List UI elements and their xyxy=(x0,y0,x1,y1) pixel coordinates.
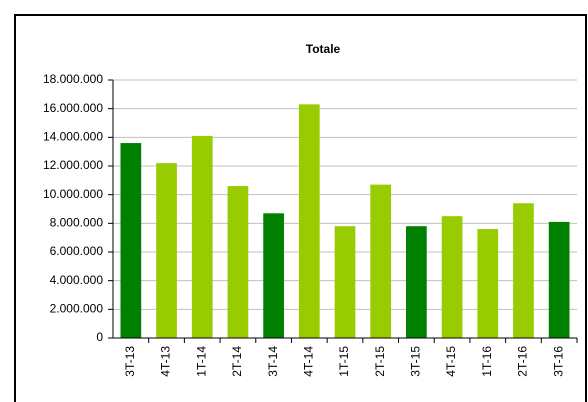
y-tick-label: 12.000.000 xyxy=(43,158,103,172)
bar xyxy=(156,163,177,338)
y-tick-label: 6.000.000 xyxy=(50,244,104,258)
x-tick-label: 1T-14 xyxy=(194,346,208,377)
bar xyxy=(191,135,213,338)
y-tick-label: 2.000.000 xyxy=(50,302,104,316)
chart-title: Totale xyxy=(306,42,341,56)
bar xyxy=(298,104,320,338)
x-tick-label: 3T-13 xyxy=(123,346,137,377)
x-tick-label: 2T-15 xyxy=(373,346,387,377)
x-tick-label: 1T-16 xyxy=(480,346,494,377)
bar xyxy=(227,186,249,338)
x-tick-label: 3T-16 xyxy=(551,346,565,377)
y-tick-label: 8.000.000 xyxy=(50,216,104,230)
x-tick-label: 1T-15 xyxy=(337,346,351,377)
bar xyxy=(441,216,463,338)
y-tick-label: 10.000.000 xyxy=(43,187,103,201)
y-tick-label: 4.000.000 xyxy=(50,273,104,287)
x-tick-label: 4T-13 xyxy=(159,346,173,377)
bar xyxy=(120,143,142,338)
bar xyxy=(548,221,570,338)
bar xyxy=(477,229,499,338)
x-tick-label: 4T-14 xyxy=(301,346,315,377)
y-tick-label: 0 xyxy=(96,330,103,344)
bar xyxy=(513,203,534,338)
y-tick-label: 18.000.000 xyxy=(43,72,103,86)
y-tick-label: 14.000.000 xyxy=(43,130,103,144)
x-tick-label: 2T-16 xyxy=(516,346,530,377)
bar xyxy=(334,226,356,338)
x-tick-label: 3T-14 xyxy=(266,346,280,377)
x-tick-label: 2T-14 xyxy=(230,346,244,377)
y-tick-label: 16.000.000 xyxy=(43,101,103,115)
bar xyxy=(406,226,427,338)
x-tick-label: 3T-15 xyxy=(409,346,423,377)
bar xyxy=(370,184,392,338)
x-tick-label: 4T-15 xyxy=(444,346,458,377)
bar xyxy=(263,213,284,338)
